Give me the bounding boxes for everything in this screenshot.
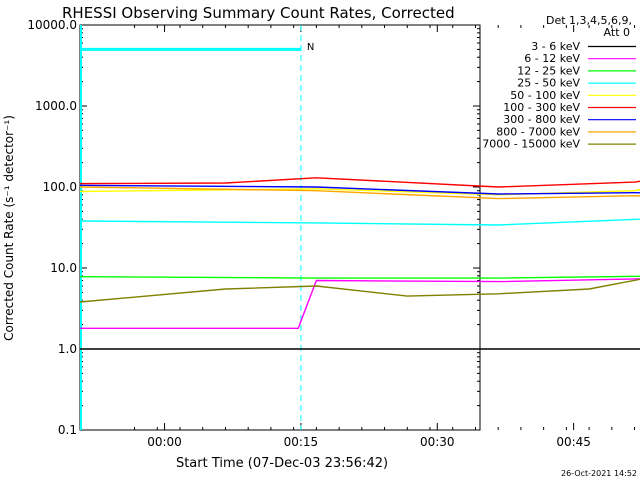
- annotation-n: N: [307, 42, 314, 53]
- y-tick-label: 10000.0: [27, 18, 77, 32]
- series-line-100-300-kev: [79, 177, 640, 188]
- legend-label-6-12-kev: 6 - 12 keV: [524, 52, 580, 65]
- series-line-25-50-kev: [79, 218, 640, 226]
- y-axis-label: Corrected Count Rate (s⁻¹ detector⁻¹): [2, 115, 16, 341]
- legend-header-line-1: Det 1,3,4,5,6,9,: [546, 14, 632, 27]
- series-line-6-12-kev: [80, 278, 640, 329]
- y-tick-label: 1.0: [58, 342, 77, 356]
- legend-label-12-25-kev: 12 - 25 keV: [517, 64, 580, 77]
- footer-timestamp: 26-Oct-2021 14:52: [561, 469, 637, 478]
- x-tick-label: 00:15: [284, 435, 319, 449]
- legend-label-100-300-kev: 100 - 300 keV: [503, 101, 580, 114]
- series-line-7000-15000-kev: [79, 278, 640, 303]
- legend-label-25-50-kev: 25 - 50 keV: [517, 77, 580, 90]
- x-axis-label: Start Time (07-Dec-03 23:56:42): [176, 456, 388, 471]
- x-tick-label: 00:30: [420, 435, 455, 449]
- series-line-800-7000-kev: [79, 186, 640, 200]
- plot-frame: [79, 24, 481, 431]
- legend-label-7000-15000-kev: 7000 - 15000 keV: [482, 138, 580, 151]
- y-tick-label: 1000.0: [35, 99, 77, 113]
- y-tick-label: 10.0: [50, 261, 77, 275]
- series-line-12-25-kev: [79, 275, 640, 279]
- series-line-50-100-kev: [79, 188, 640, 196]
- x-tick-label: 00:00: [147, 435, 182, 449]
- legend-label-50-100-kev: 50 - 100 keV: [510, 89, 580, 102]
- legend-label-800-7000-kev: 800 - 7000 keV: [496, 125, 580, 138]
- legend-label-300-800-kev: 300 - 800 keV: [503, 113, 580, 126]
- y-tick-label: 0.1: [58, 423, 77, 437]
- legend-label-3-6-kev: 3 - 6 keV: [531, 40, 580, 53]
- chart-title: RHESSI Observing Summary Count Rates, Co…: [62, 4, 455, 22]
- y-tick-label: 100.0: [43, 180, 77, 194]
- legend-header-line-2: Att 0: [604, 26, 630, 39]
- x-tick-label: 00:45: [556, 435, 591, 449]
- plot-area: 0.1 1.0 10.0 100.0 1000.0 10000.0 00:00 00:15 00…: [27, 18, 640, 449]
- series-line-300-800-kev: [79, 184, 640, 195]
